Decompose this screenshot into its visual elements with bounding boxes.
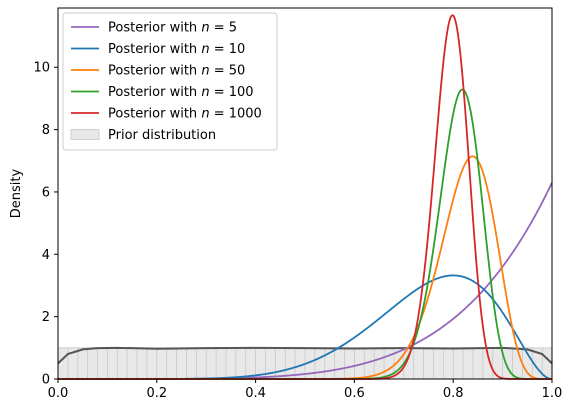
x-tick-label: 0.2 <box>146 386 167 401</box>
legend-label-4: Posterior with n = 100 <box>108 85 254 100</box>
x-tick-label: 0.0 <box>48 386 69 401</box>
legend-label-5: Posterior with n = 1000 <box>108 107 262 122</box>
y-tick-label: 2 <box>42 310 50 325</box>
series-line-3 <box>58 155 552 380</box>
x-tick-label: 0.8 <box>443 386 464 401</box>
x-tick-label: 1.0 <box>542 386 563 401</box>
legend-label-3: Posterior with n = 50 <box>108 64 245 79</box>
legend-label-2: Posterior with n = 10 <box>108 42 245 57</box>
legend-box <box>62 12 278 151</box>
x-tick-label: 0.6 <box>344 386 365 401</box>
legend-label-prior: Prior distribution <box>108 128 216 143</box>
x-tick-label: 0.4 <box>245 386 266 401</box>
y-tick-label: 10 <box>33 61 50 76</box>
y-axis-label: Density <box>9 168 24 218</box>
y-tick-label: 0 <box>42 373 50 388</box>
legend-swatch-prior <box>70 129 100 140</box>
y-tick-label: 4 <box>42 248 50 263</box>
legend: Posterior with n = 5 Posterior with n = 1… <box>62 12 278 151</box>
axes-layer: 0.0 0.2 0.4 0.6 0.8 1.0 0 2 4 6 8 10 <box>33 61 562 401</box>
legend-label-1: Posterior with n = 5 <box>108 21 237 36</box>
prior-line <box>57 346 553 365</box>
plot-frame <box>57 7 553 380</box>
y-tick-label: 6 <box>42 185 50 200</box>
y-tick-label: 8 <box>42 123 50 138</box>
